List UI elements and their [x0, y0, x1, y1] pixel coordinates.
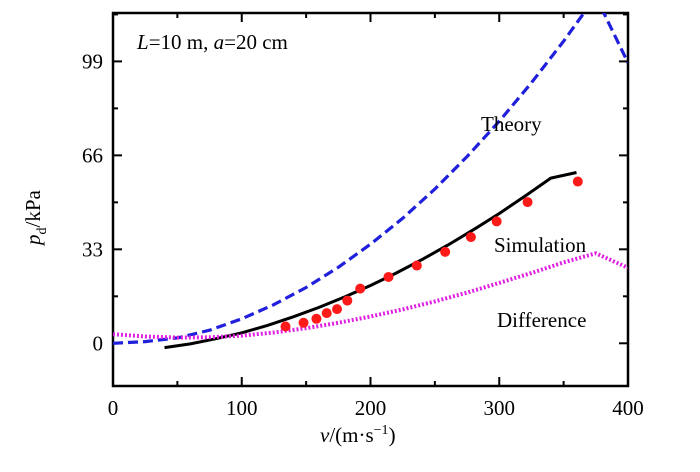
- x-tick-label: 100: [226, 396, 258, 420]
- annot-a-value: =20 cm: [224, 30, 288, 54]
- y-tick-label: 0: [93, 331, 104, 355]
- y-axis-ticks: 0 33 66 99: [82, 13, 628, 355]
- annot-L-value: =10 m,: [149, 30, 214, 54]
- simulation-point: [440, 246, 451, 257]
- simulation-point: [572, 176, 583, 187]
- x-axis-exp: −1: [374, 423, 389, 438]
- y-tick-label: 66: [82, 143, 103, 167]
- condition-annotation: L=10 m, a=20 cm: [136, 30, 288, 54]
- simulation-point: [522, 197, 533, 208]
- x-axis-unit: /(m·s: [329, 423, 373, 447]
- simulation-point: [383, 271, 394, 282]
- simulation-point: [342, 295, 353, 306]
- y-axis-var: p: [21, 235, 45, 248]
- simulation-points-markers: [280, 176, 583, 332]
- label-simulation: Simulation: [494, 233, 587, 257]
- x-axis-close: ): [389, 423, 396, 447]
- x-tick-label: 400: [612, 396, 644, 420]
- simulation-point: [465, 232, 476, 243]
- series-layer: [113, 13, 628, 350]
- x-tick-label: 0: [108, 396, 119, 420]
- y-axis-unit: /kPa: [21, 189, 45, 227]
- simulation-point: [321, 308, 332, 319]
- annot-L: L: [136, 30, 149, 54]
- y-tick-label: 33: [82, 237, 103, 261]
- theory-line: [113, 13, 628, 345]
- difference-line: [113, 251, 628, 340]
- simulation-point: [332, 304, 343, 315]
- y-axis-sub: d: [35, 228, 50, 235]
- y-tick-label: 99: [82, 49, 103, 73]
- label-difference: Difference: [497, 308, 586, 332]
- simulation-point: [280, 321, 291, 332]
- x-axis-var: v: [320, 423, 330, 447]
- x-axis-ticks: 0 100 200 300 400: [108, 13, 644, 420]
- annot-a: a: [214, 30, 225, 54]
- simulation-point: [411, 260, 422, 271]
- x-tick-label: 200: [355, 396, 387, 420]
- label-theory: Theory: [481, 112, 542, 136]
- x-tick-label: 300: [484, 396, 516, 420]
- simulation-point: [355, 283, 366, 294]
- simulation-point: [298, 317, 309, 328]
- simulation-point: [491, 216, 502, 227]
- x-axis-title: v/(m·s−1): [320, 423, 396, 447]
- y-axis-title: pd/kPa: [21, 189, 50, 247]
- simulation-point: [311, 313, 322, 324]
